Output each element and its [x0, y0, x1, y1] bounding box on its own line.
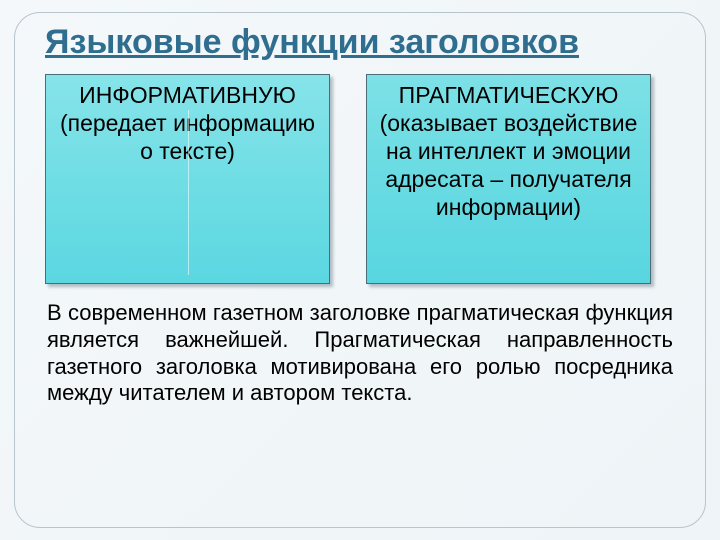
box-pragmatic: ПРАГМАТИЧЕСКУЮ (оказывает воздействие на…	[366, 74, 651, 284]
boxes-row: ИНФОРМАТИВНУЮ (передает информацию о тек…	[45, 74, 675, 284]
page-title: Языковые функции заголовков	[45, 23, 675, 62]
slide: Языковые функции заголовков ИНФОРМАТИВНУ…	[0, 0, 720, 540]
box-informative: ИНФОРМАТИВНУЮ (передает информацию о тек…	[45, 74, 330, 284]
body-paragraph: В современном газетном заголовке прагмат…	[45, 300, 675, 407]
box-pragmatic-text: ПРАГМАТИЧЕСКУЮ (оказывает воздействие на…	[380, 82, 638, 220]
divider-line	[188, 110, 189, 275]
slide-frame: Языковые функции заголовков ИНФОРМАТИВНУ…	[14, 12, 706, 528]
